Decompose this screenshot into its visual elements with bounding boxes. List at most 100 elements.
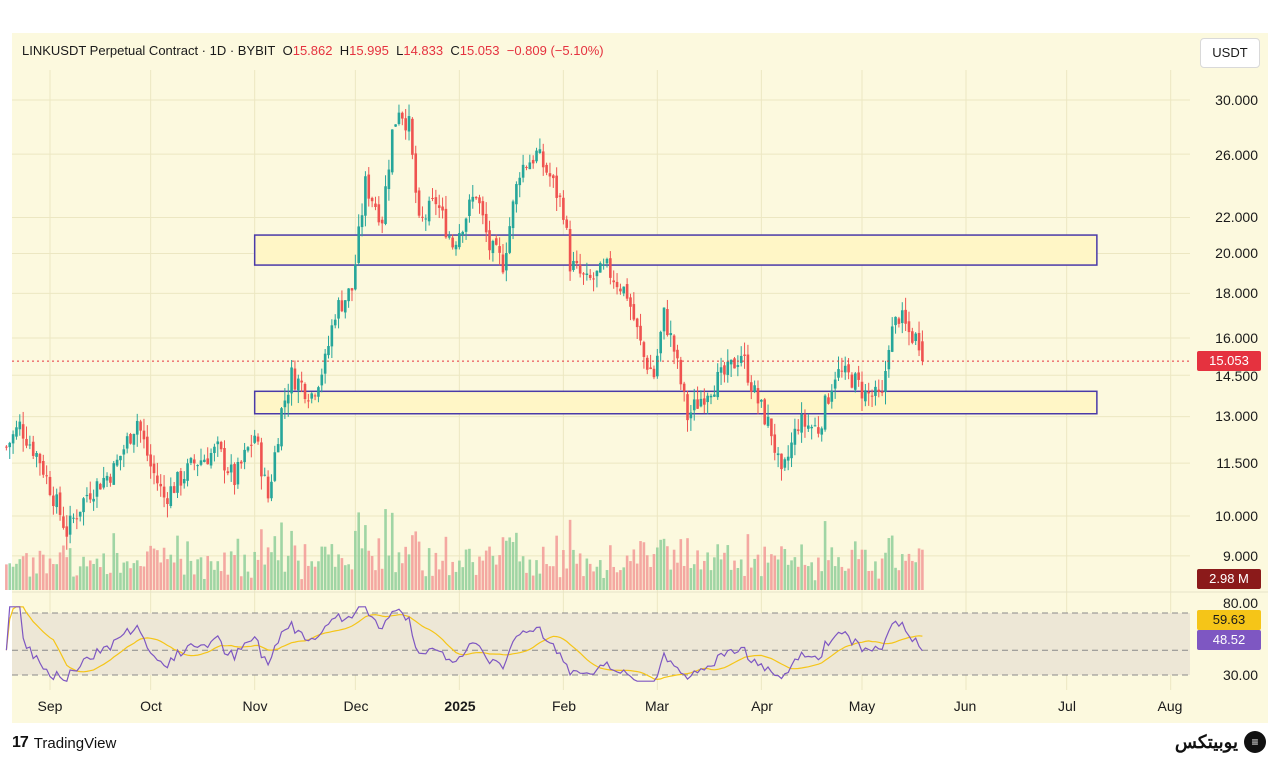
volume-badge: 2.98 M [1197, 569, 1261, 589]
candle-body [652, 368, 656, 378]
volume-bar [770, 554, 773, 590]
volume-bar [827, 560, 830, 590]
price-tick: 16.000 [1215, 330, 1258, 346]
candle-body [18, 421, 22, 430]
volume-bar [578, 553, 582, 590]
volume-bar [213, 569, 216, 590]
volume-bar [112, 533, 116, 590]
volume-bar [766, 562, 770, 590]
x-tick-2025: 2025 [444, 698, 476, 714]
currency-unit-button[interactable]: USDT [1200, 38, 1260, 68]
volume-bar [347, 564, 350, 590]
candle-body [552, 175, 555, 179]
candle-body [545, 164, 548, 173]
tradingview-branding[interactable]: 17 TradingView [12, 734, 116, 752]
volume-bar [632, 549, 636, 590]
candle-body [78, 511, 82, 517]
volume-bar [11, 566, 15, 590]
candle-body [21, 424, 25, 439]
volume-bar [605, 570, 609, 590]
volume-bar [229, 551, 233, 590]
volume-bar [323, 546, 327, 590]
candle-body [192, 459, 196, 464]
candle-body [139, 421, 142, 431]
volume-bar [122, 562, 126, 590]
candle-body [461, 231, 465, 235]
candle-body [367, 174, 371, 199]
volume-bar [48, 558, 52, 590]
candle-body [656, 355, 659, 377]
volume-bar [320, 546, 324, 590]
volume-bar [236, 538, 240, 590]
volume-bar [179, 558, 183, 590]
candle-body [833, 379, 837, 389]
candle-body [48, 476, 52, 496]
candle-body [914, 333, 917, 342]
volume-bar [642, 542, 646, 590]
candle-body [377, 204, 381, 223]
volume-bar [837, 557, 840, 590]
volume-bar [407, 554, 411, 590]
volume-bar [562, 550, 565, 590]
candle-body [152, 463, 156, 474]
candle-body [176, 471, 179, 493]
candle-body [800, 414, 803, 433]
volume-bar [484, 550, 488, 590]
candle-body [632, 304, 636, 320]
volume-bar [414, 531, 418, 590]
volume-bar [162, 547, 166, 590]
candle-body [401, 112, 404, 119]
candle-body [484, 213, 488, 233]
candle-body [411, 118, 414, 155]
volume-bar [588, 563, 592, 590]
volume-bar [763, 546, 766, 590]
candle-body [562, 197, 565, 220]
volume-bar [397, 552, 401, 590]
candle-body [286, 394, 290, 404]
volume-bar [196, 559, 199, 590]
volume-bar [216, 561, 220, 590]
volume-bar [226, 574, 230, 590]
candle-body [75, 518, 79, 520]
volume-bar [5, 564, 8, 590]
volume-bar [401, 563, 404, 590]
volume-bar [585, 558, 589, 590]
volume-bar [723, 552, 726, 590]
volume-bar [498, 555, 501, 590]
candle-body [900, 310, 904, 324]
candle-body [437, 205, 441, 208]
volume-bar [458, 560, 461, 590]
volume-bar [31, 557, 35, 590]
volume-bar [182, 574, 186, 590]
candle-body [558, 195, 562, 197]
x-tick-dec: Dec [343, 698, 369, 714]
candle-body [598, 263, 602, 273]
candle-body [511, 201, 515, 229]
candle-body [488, 230, 491, 251]
volume-bar [525, 572, 528, 590]
volume-bar [276, 560, 280, 590]
volume-bar [847, 568, 850, 590]
candle-body [843, 365, 847, 373]
volume-bar [290, 530, 293, 590]
volume-bar [857, 559, 860, 590]
candle-body [780, 453, 783, 470]
volume-bar [280, 522, 283, 590]
candle-body [172, 486, 176, 493]
candle-body [370, 197, 374, 202]
volume-bar [343, 565, 347, 590]
volume-bar [152, 548, 156, 590]
candle-body [478, 197, 481, 204]
volume-bar [364, 525, 367, 590]
candle-body [887, 349, 891, 370]
volume-bar [283, 571, 287, 590]
volume-bar [743, 575, 746, 590]
volume-bar [548, 566, 552, 590]
candle-body [860, 381, 864, 399]
candle-body [857, 372, 860, 380]
volume-bar [494, 564, 498, 590]
candle-body [548, 173, 552, 177]
candle-body [209, 452, 213, 466]
volume-bar [652, 554, 656, 590]
